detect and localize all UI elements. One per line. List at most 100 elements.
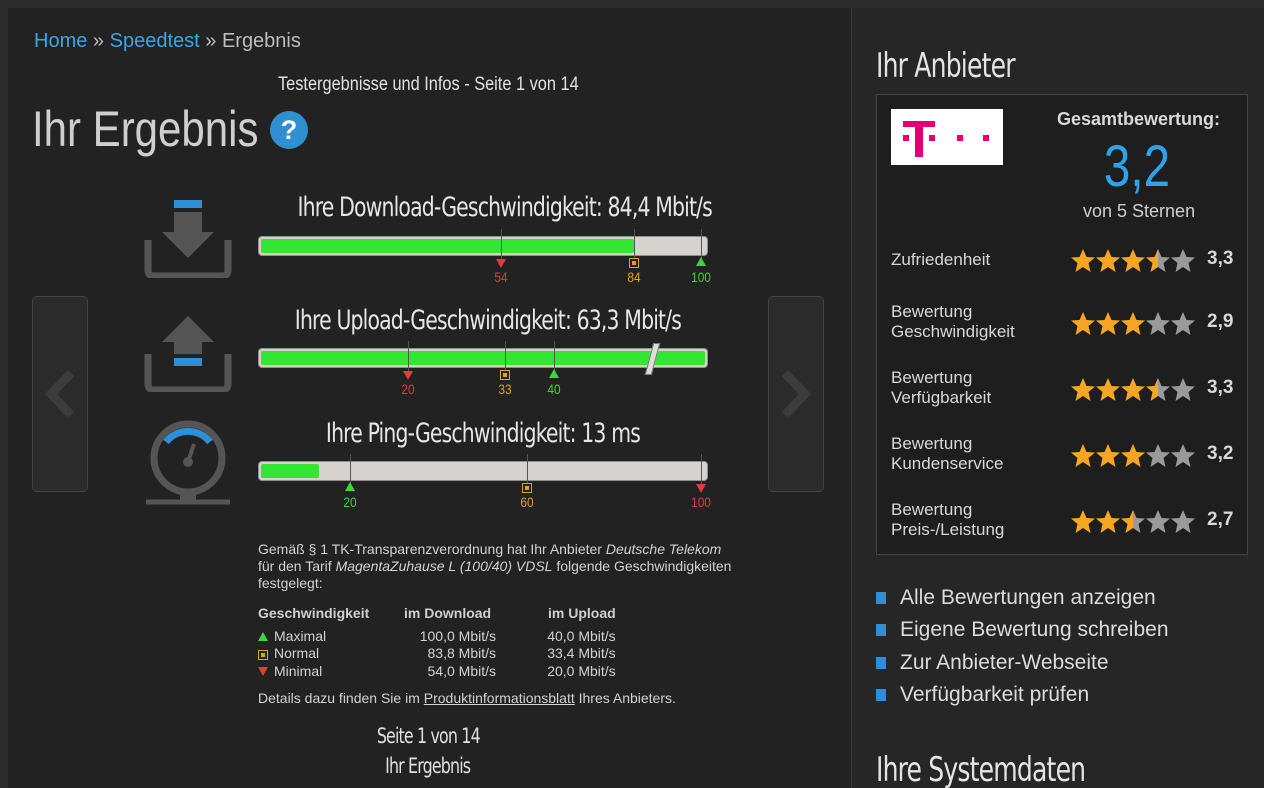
provider-heading: Ihr Anbieter [876, 46, 1016, 86]
help-icon[interactable]: ? [270, 111, 308, 149]
threshold-line [701, 229, 702, 259]
threshold-label: 20 [401, 381, 415, 397]
bullet-icon [876, 592, 886, 605]
breadcrumb-home-link[interactable]: Home [34, 30, 88, 52]
normal-square-icon [522, 483, 532, 493]
total-rating-sub: von 5 Sternen [1083, 201, 1196, 221]
rating-row: Bewertung Kundenservice 3,2 [876, 422, 1248, 489]
sidebar-link[interactable]: Zur Anbieter-Webseite [876, 651, 1109, 675]
star-icon [1146, 378, 1170, 401]
row-label: Normal [274, 645, 320, 662]
breadcrumb-separator: » [205, 30, 217, 52]
star-rating [1071, 441, 1197, 474]
normal-square-icon [629, 258, 639, 268]
star-icon [1121, 378, 1145, 401]
threshold-line [554, 341, 555, 371]
pager-page: Seite 1 von 14 [376, 724, 480, 748]
info-text: Gemäß § 1 TK-Transparenzverordnung hat I… [258, 541, 606, 557]
ping-gauge-icon [144, 420, 232, 515]
details-post: Ihres Anbieters. [574, 690, 676, 706]
upload-icon [144, 312, 232, 397]
star-icon [1071, 510, 1095, 533]
threshold-label: 54 [494, 269, 508, 285]
sidebar-link[interactable]: Eigene Bewertung schreiben [876, 618, 1169, 642]
threshold-label: 60 [520, 494, 534, 510]
rating-label: Zufriedenheit [891, 250, 991, 269]
table-header: im Download [404, 605, 492, 621]
download-value: 100,0 Mbit/s [419, 627, 496, 644]
table-row: Maximal 100,0 Mbit/s 40,0 Mbit/s [258, 627, 616, 645]
download-icon [144, 198, 232, 283]
bullet-icon [876, 624, 886, 637]
table-row: Normal 83,8 Mbit/s 33,4 Mbit/s [258, 645, 616, 663]
tariff-name: MagentaZuhause L (100/40) VDSL [335, 558, 553, 574]
normal-square-icon [258, 649, 268, 660]
rating-value: 3,2 [1207, 443, 1234, 464]
main-content: Home » Speedtest » Ergebnis Testergebnis… [8, 8, 852, 788]
sidebar-link[interactable]: Alle Bewertungen anzeigen [876, 586, 1156, 610]
max-triangle-icon [696, 257, 706, 266]
max-triangle-icon [345, 482, 355, 491]
page-title: Ihr Ergebnis [32, 101, 259, 157]
info-text: für den Tarif [258, 558, 336, 574]
star-rating [1071, 375, 1197, 408]
upload-value: 40,0 Mbit/s [547, 627, 616, 644]
sidebar-link-label: Verfügbarkeit prüfen [900, 683, 1090, 706]
rating-value: 3,3 [1207, 377, 1234, 398]
star-icon [1121, 249, 1145, 272]
tariff-info: Gemäß § 1 TK-Transparenzverordnung hat I… [258, 541, 758, 592]
threshold-label: 20 [343, 494, 357, 510]
threshold-line [501, 229, 502, 259]
page-info: Testergebnisse und Infos - Seite 1 von 1… [278, 74, 579, 95]
sidebar: Ihr Anbieter Gesamtbewertung: 3,2 von 5 … [852, 8, 1264, 788]
threshold-line [350, 454, 351, 484]
sidebar-link[interactable]: Verfügbarkeit prüfen [876, 683, 1089, 707]
sidebar-link-label: Alle Bewertungen anzeigen [900, 586, 1156, 609]
star-icon [1171, 312, 1195, 335]
star-icon [1171, 378, 1195, 401]
download-value: 54,0 Mbit/s [427, 662, 496, 679]
star-icon [1146, 510, 1170, 533]
provider-name: Deutsche Telekom [605, 541, 722, 557]
star-icon [1071, 378, 1095, 401]
star-icon [1121, 444, 1145, 467]
threshold-label: 40 [547, 381, 561, 397]
rating-label: Bewertung Geschwindigkeit [891, 302, 1015, 341]
telekom-logo[interactable] [891, 109, 1003, 165]
breadcrumb-speedtest-link[interactable]: Speedtest [109, 30, 200, 52]
normal-square-icon [500, 370, 510, 380]
star-icon [1096, 378, 1120, 401]
upload-speed-title: Ihre Upload-Geschwindigkeit: 63,3 Mbit/s [294, 305, 682, 336]
provider-card: Gesamtbewertung: 3,2 von 5 Sternen [876, 94, 1248, 232]
rating-row: Zufriedenheit 3,3 [876, 230, 1248, 291]
details-pre: Details dazu finden Sie im [258, 690, 424, 706]
table-header: im Upload [548, 605, 616, 621]
speed-table: Geschwindigkeit im Download im Upload Ma… [258, 605, 616, 680]
star-icon [1096, 444, 1120, 467]
product-info-link[interactable]: Produktinformationsblatt [423, 690, 575, 706]
max-triangle-icon [258, 631, 268, 641]
rating-label: Bewertung Verfügbarkeit [891, 368, 992, 407]
total-rating-label: Gesamtbewertung: [1057, 109, 1221, 129]
prev-page-button[interactable] [32, 296, 88, 492]
star-icon [1121, 312, 1145, 335]
breadcrumb-separator: » [92, 30, 105, 52]
sidebar-link-label: Zur Anbieter-Webseite [900, 651, 1109, 674]
star-icon [1171, 444, 1195, 467]
chevron-right-icon [781, 369, 812, 419]
table-header: Geschwindigkeit [258, 605, 370, 621]
threshold-line [408, 341, 409, 371]
upload-bar-fill [261, 351, 705, 365]
download-bar-fill [261, 239, 634, 253]
ping-speed-bar: 20 60 100 [258, 454, 711, 510]
bullet-icon [876, 657, 886, 670]
star-icon [1071, 444, 1095, 467]
threshold-label: 33 [498, 381, 512, 397]
threshold-line [634, 229, 635, 259]
sidebar-link-label: Eigene Bewertung schreiben [900, 618, 1169, 641]
total-rating-value: 3,2 [1103, 134, 1171, 199]
star-icon [1146, 444, 1170, 467]
info-text: folgende Geschwindigkeiten festgelegt: [258, 558, 732, 591]
threshold-line [701, 454, 702, 484]
next-page-button[interactable] [768, 296, 824, 492]
